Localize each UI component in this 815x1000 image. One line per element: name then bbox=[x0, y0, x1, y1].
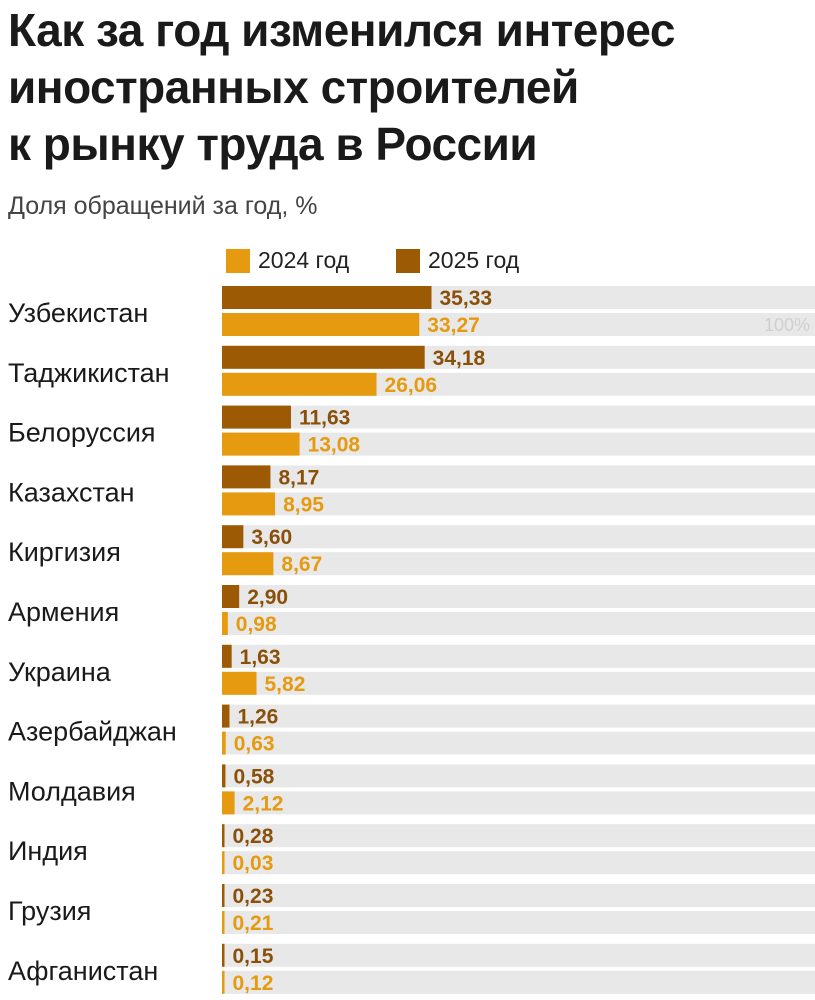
value-label-2025: 34,18 bbox=[433, 347, 486, 370]
value-label-2025: 1,26 bbox=[237, 706, 278, 729]
value-label-2024: 8,95 bbox=[283, 493, 324, 516]
bar-track-2024 bbox=[222, 970, 815, 994]
bar-2024 bbox=[222, 372, 377, 396]
value-label-2024: 8,67 bbox=[281, 553, 322, 576]
category-label: Грузия bbox=[8, 896, 91, 926]
bar-track-2024 bbox=[222, 492, 815, 516]
bar-2025 bbox=[222, 286, 432, 309]
bar-track-2024 bbox=[222, 671, 815, 695]
value-label-2024: 0,03 bbox=[233, 852, 274, 875]
category-label: Белоруссия bbox=[8, 418, 156, 448]
bar-track-2025 bbox=[222, 585, 815, 608]
value-label-2025: 0,58 bbox=[233, 765, 274, 788]
bar-track-2025 bbox=[222, 465, 815, 489]
bar-track-2025 bbox=[222, 704, 815, 728]
value-label-2025: 35,33 bbox=[440, 287, 493, 310]
category-label: Армения bbox=[8, 597, 119, 627]
value-label-2025: 1,63 bbox=[240, 646, 281, 669]
bar-2024 bbox=[222, 612, 228, 635]
bar-track-2024 bbox=[222, 791, 815, 815]
category-label: Азербайджан bbox=[8, 717, 177, 747]
value-label-2025: 2,90 bbox=[247, 586, 288, 609]
value-label-2024: 26,06 bbox=[385, 374, 438, 397]
legend-swatch-2024 bbox=[226, 249, 250, 273]
bar-2024 bbox=[222, 851, 225, 875]
bar-track-2024 bbox=[222, 731, 815, 755]
value-label-2025: 8,17 bbox=[278, 466, 319, 489]
value-label-2025: 0,15 bbox=[233, 945, 274, 968]
hundred-percent-label: 100% bbox=[764, 315, 810, 335]
chart-title: Как за год изменился интерес иностранных… bbox=[8, 2, 808, 173]
category-label: Украина bbox=[8, 657, 112, 687]
bar-track-2024 bbox=[222, 552, 815, 576]
bar-track-2025 bbox=[222, 824, 815, 848]
value-label-2025: 0,28 bbox=[233, 825, 274, 848]
bar-track-2024 bbox=[222, 851, 815, 875]
category-label: Казахстан bbox=[8, 477, 135, 507]
bar-track-2024 bbox=[222, 911, 815, 934]
legend-swatch-2025 bbox=[396, 249, 420, 273]
bar-2024 bbox=[222, 731, 226, 755]
bar-track-2025 bbox=[222, 764, 815, 788]
legend-label-2025: 2025 год bbox=[428, 247, 520, 273]
category-label: Молдавия bbox=[8, 776, 136, 806]
value-label-2024: 33,27 bbox=[427, 314, 480, 337]
value-label-2024: 5,82 bbox=[265, 673, 306, 696]
category-label: Киргизия bbox=[8, 537, 121, 567]
bar-2025 bbox=[222, 644, 232, 668]
bar-2025 bbox=[222, 405, 291, 429]
bar-2024 bbox=[222, 671, 257, 695]
category-label: Таджикистан bbox=[8, 358, 170, 388]
bar-2024 bbox=[222, 552, 274, 576]
chart-title-line-2: иностранных строителей bbox=[8, 61, 579, 113]
bar-2025 bbox=[222, 525, 244, 549]
category-label: Индия bbox=[8, 836, 88, 866]
bar-2024 bbox=[222, 432, 300, 456]
value-label-2025: 0,23 bbox=[233, 885, 274, 908]
bar-2025 bbox=[222, 943, 225, 967]
value-label-2024: 0,12 bbox=[233, 972, 274, 995]
bar-2025 bbox=[222, 465, 271, 489]
value-label-2024: 0,98 bbox=[236, 613, 277, 636]
bar-2024 bbox=[222, 313, 420, 336]
bar-2024 bbox=[222, 791, 235, 815]
bar-2024 bbox=[222, 911, 225, 934]
chart-subtitle: Доля обращений за год, % bbox=[8, 192, 318, 220]
bar-2025 bbox=[222, 764, 226, 788]
bar-2025 bbox=[222, 585, 240, 608]
bar-track-2025 bbox=[222, 943, 815, 967]
bar-2025 bbox=[222, 345, 425, 369]
bar-track-2024 bbox=[222, 432, 815, 456]
bar-2024 bbox=[222, 970, 225, 994]
bar-track-2025 bbox=[222, 884, 815, 907]
value-label-2024: 2,12 bbox=[243, 792, 284, 815]
bar-2025 bbox=[222, 824, 225, 848]
chart-title-line-1: Как за год изменился интерес bbox=[8, 4, 676, 56]
value-label-2024: 0,63 bbox=[234, 733, 275, 756]
category-label: Узбекистан bbox=[8, 298, 148, 328]
bar-track-2025 bbox=[222, 525, 815, 549]
chart-title-line-3: к рынку труда в России bbox=[8, 118, 538, 170]
bar-2025 bbox=[222, 704, 230, 728]
value-label-2024: 0,21 bbox=[233, 912, 274, 935]
category-label: Афганистан bbox=[8, 956, 158, 986]
legend-label-2024: 2024 год bbox=[258, 247, 350, 273]
value-label-2025: 3,60 bbox=[251, 526, 292, 549]
bar-track-2024 bbox=[222, 612, 815, 635]
bar-track-2025 bbox=[222, 644, 815, 668]
value-label-2025: 11,63 bbox=[299, 407, 350, 430]
bar-2025 bbox=[222, 884, 225, 907]
bar-track-2025 bbox=[222, 405, 815, 429]
bar-2024 bbox=[222, 492, 276, 516]
value-label-2024: 13,08 bbox=[308, 434, 361, 457]
